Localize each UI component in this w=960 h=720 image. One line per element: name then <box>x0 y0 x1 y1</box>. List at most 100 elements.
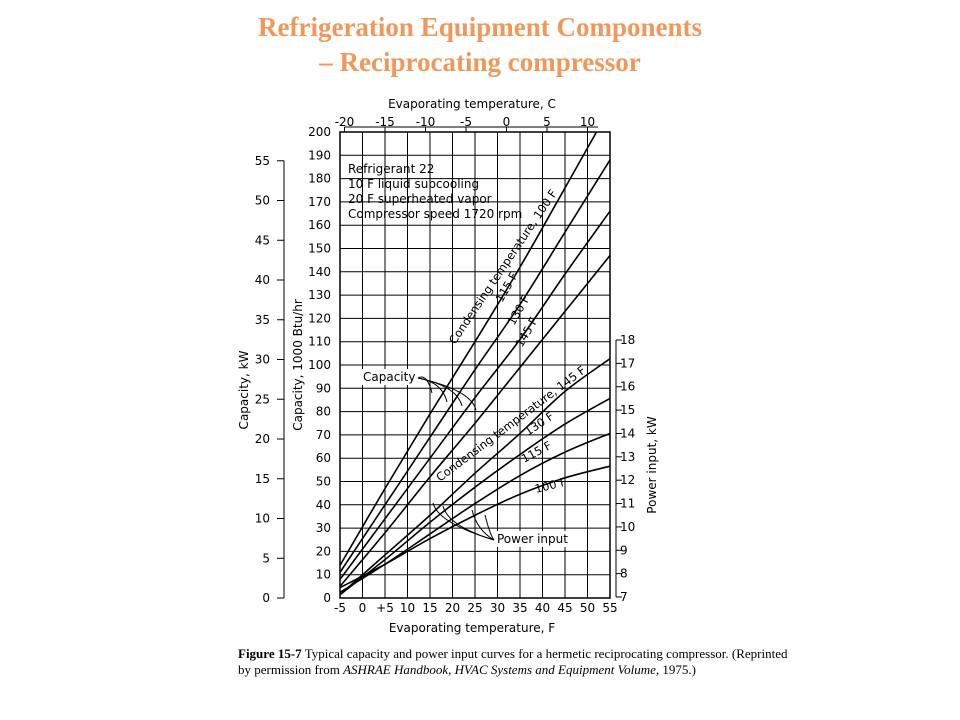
top-tick-label: -5 <box>460 115 472 129</box>
right-tick-label: 11 <box>620 497 635 511</box>
top-tick-label: -20 <box>335 115 355 129</box>
bottom-axis-label: Evaporating temperature, F <box>389 621 555 635</box>
bottom-tick-label: +5 <box>376 601 394 615</box>
figure-number: Figure 15-7 <box>238 646 302 661</box>
left-inner-tick-label: 180 <box>308 172 331 186</box>
left-outer-tick-label: 0 <box>262 591 270 605</box>
left-inner-tick-label: 10 <box>316 568 331 582</box>
axes: -5 0 +5 10 15 20 25 30 35 40 45 50 55-20 -15 -10 -5 0 5 10… <box>255 115 636 615</box>
bottom-tick-label: 45 <box>557 601 572 615</box>
top-tick-label: 0 <box>503 115 511 129</box>
condition-superheat: 20 F superheated vapor <box>348 192 492 206</box>
power-curve-100f <box>339 465 611 589</box>
right-tick-label: 8 <box>620 567 628 581</box>
bottom-tick-label: 30 <box>490 601 505 615</box>
right-tick-label: 15 <box>620 403 635 417</box>
callout-arrows <box>417 376 495 541</box>
power-arrow <box>484 514 495 541</box>
bottom-tick-label: 15 <box>422 601 437 615</box>
left-inner-tick-label: 150 <box>308 242 331 256</box>
bottom-tick-label: 20 <box>445 601 460 615</box>
left-inner-tick-label: 20 <box>316 544 331 558</box>
left-outer-axis-label: Capacity, kW <box>237 350 251 429</box>
condition-subcooling: 10 F liquid subcooling <box>348 177 479 191</box>
left-outer-tick-label: 10 <box>255 512 270 526</box>
power-input-label: Power input <box>497 532 568 546</box>
top-tick-label: -10 <box>416 115 436 129</box>
left-inner-tick-label: 40 <box>316 498 331 512</box>
figure-caption: Figure 15-7 Typical capacity and power i… <box>238 646 798 678</box>
capacity-arrow <box>417 377 463 407</box>
power-curve-145f <box>339 358 611 596</box>
right-axis-label: Power input, kW <box>645 416 659 514</box>
left-outer-tick-label: 45 <box>255 233 270 247</box>
caption-year: 1975.) <box>662 662 696 677</box>
left-inner-tick-label: 60 <box>316 451 331 465</box>
bottom-tick-label: 10 <box>400 601 415 615</box>
right-tick-label: 10 <box>620 520 635 534</box>
left-outer-tick-label: 40 <box>255 273 270 287</box>
condition-refrigerant: Refrigerant 22 <box>348 162 434 176</box>
left-inner-axis-label: Capacity, 1000 Btu/hr <box>291 299 305 431</box>
right-tick-label: 18 <box>620 333 635 347</box>
capacity-curve-145f <box>339 254 611 587</box>
capacity-curve-130f <box>339 210 611 580</box>
right-tick-label: 16 <box>620 380 635 394</box>
left-inner-tick-label: 140 <box>308 265 331 279</box>
capacity-arrow <box>417 377 477 411</box>
right-tick-label: 17 <box>620 356 635 370</box>
capacity-curve-100f <box>339 131 598 566</box>
left-inner-tick-label: 50 <box>316 475 331 489</box>
left-inner-tick-label: 100 <box>308 358 331 372</box>
left-inner-tick-label: 90 <box>316 381 331 395</box>
left-inner-tick-label: 190 <box>308 148 331 162</box>
top-tick-label: 10 <box>580 115 595 129</box>
bottom-tick-label: 25 <box>467 601 482 615</box>
left-inner-tick-label: 80 <box>316 405 331 419</box>
top-axis-label: Evaporating temperature, C <box>388 97 556 111</box>
power-curve-130f <box>339 397 611 596</box>
power-arrow <box>442 505 495 541</box>
capacity-arrow <box>417 376 433 394</box>
capacity-curve-115f <box>339 159 611 573</box>
left-outer-tick-label: 20 <box>255 432 270 446</box>
slide-title-line2: – Reciprocating compressor <box>319 47 641 77</box>
bottom-tick-label: 35 <box>512 601 527 615</box>
bottom-tick-label: -5 <box>334 601 346 615</box>
right-tick-label: 14 <box>620 426 635 440</box>
left-outer-tick-label: 15 <box>255 472 270 486</box>
caption-source: ASHRAE Handbook, HVAC Systems and Equipm… <box>343 662 660 677</box>
left-outer-tick-label: 55 <box>255 154 270 168</box>
bottom-tick-label: 40 <box>535 601 550 615</box>
pow-100-label: 100 F <box>533 475 568 496</box>
bottom-tick-label: 50 <box>580 601 595 615</box>
right-tick-label: 9 <box>620 543 628 557</box>
capacity-label-bg <box>360 369 420 385</box>
capacity-label: Capacity <box>363 370 415 384</box>
top-tick-label: 5 <box>543 115 551 129</box>
curves <box>339 131 611 596</box>
condition-speed: Compressor speed 1720 rpm <box>348 207 522 221</box>
left-inner-tick-label: 120 <box>308 311 331 325</box>
left-outer-tick-label: 30 <box>255 353 270 367</box>
left-inner-tick-label: 30 <box>316 521 331 535</box>
top-tick-label: -15 <box>375 115 395 129</box>
left-inner-tick-label: 70 <box>316 428 331 442</box>
power-label-bg <box>494 531 570 547</box>
slide-title-line1: Refrigeration Equipment Components <box>258 12 702 42</box>
bottom-tick-label: 0 <box>359 601 367 615</box>
left-inner-tick-label: 160 <box>308 218 331 232</box>
chart-labels: Evaporating temperature, C Evaporating t… <box>237 97 659 635</box>
left-outer-tick-label: 35 <box>255 313 270 327</box>
bottom-tick-label: 55 <box>602 601 617 615</box>
left-inner-tick-label: 130 <box>308 288 331 302</box>
left-outer-tick-label: 25 <box>255 392 270 406</box>
right-tick-label: 7 <box>620 590 628 604</box>
left-outer-tick-label: 50 <box>255 194 270 208</box>
left-outer-tick-label: 5 <box>262 551 270 565</box>
right-tick-label: 12 <box>620 473 635 487</box>
left-inner-tick-label: 200 <box>308 125 331 139</box>
left-inner-tick-label: 170 <box>308 195 331 209</box>
power-arrow <box>471 509 495 541</box>
